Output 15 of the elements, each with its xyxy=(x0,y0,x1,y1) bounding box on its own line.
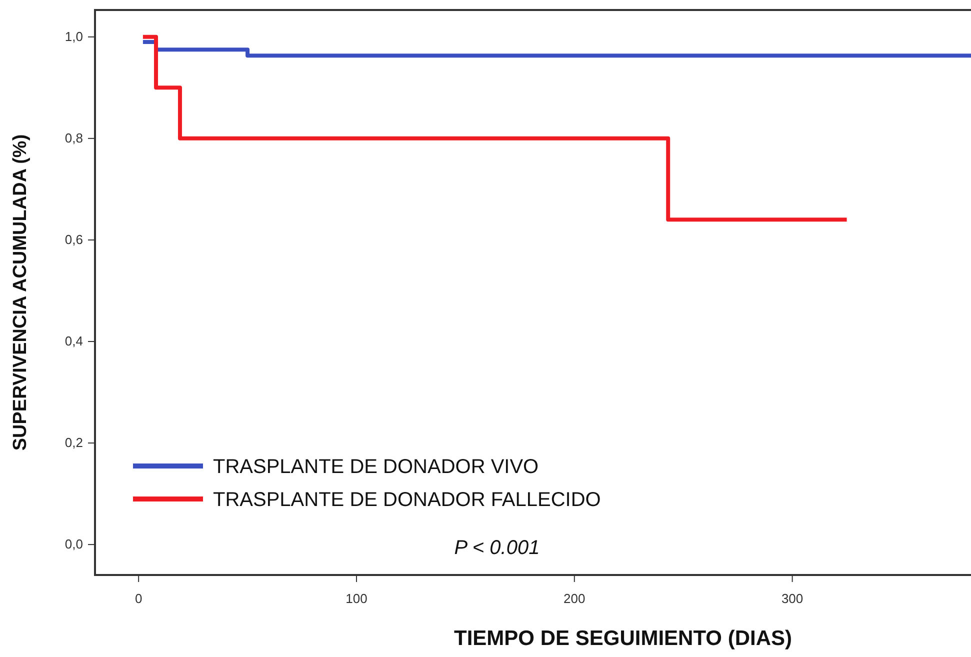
y-tick-label: 0,8 xyxy=(64,130,83,146)
legend-label: TRASPLANTE DE DONADOR VIVO xyxy=(213,456,539,478)
x-tick-label: 200 xyxy=(564,591,586,606)
y-axis-title: SUPERVIVENCIA ACUMULADA (%) xyxy=(10,134,31,451)
y-tick-label: 0,0 xyxy=(64,536,83,552)
y-tick-label: 1,0 xyxy=(64,28,83,44)
y-tick-label: 0,4 xyxy=(64,333,83,348)
y-tick-label: 0,2 xyxy=(64,435,83,450)
y-tick-label: 0,6 xyxy=(64,232,83,247)
x-axis-title: TIEMPO DE SEGUIMIENTO (DIAS) xyxy=(454,627,792,650)
annotation: P < 0.001 xyxy=(454,537,540,559)
legend-label: TRASPLANTE DE DONADOR FALLECIDO xyxy=(213,489,601,511)
x-tick-label: 100 xyxy=(346,591,368,606)
x-tick-label: 300 xyxy=(781,591,804,606)
x-tick-label: 0 xyxy=(134,591,142,606)
